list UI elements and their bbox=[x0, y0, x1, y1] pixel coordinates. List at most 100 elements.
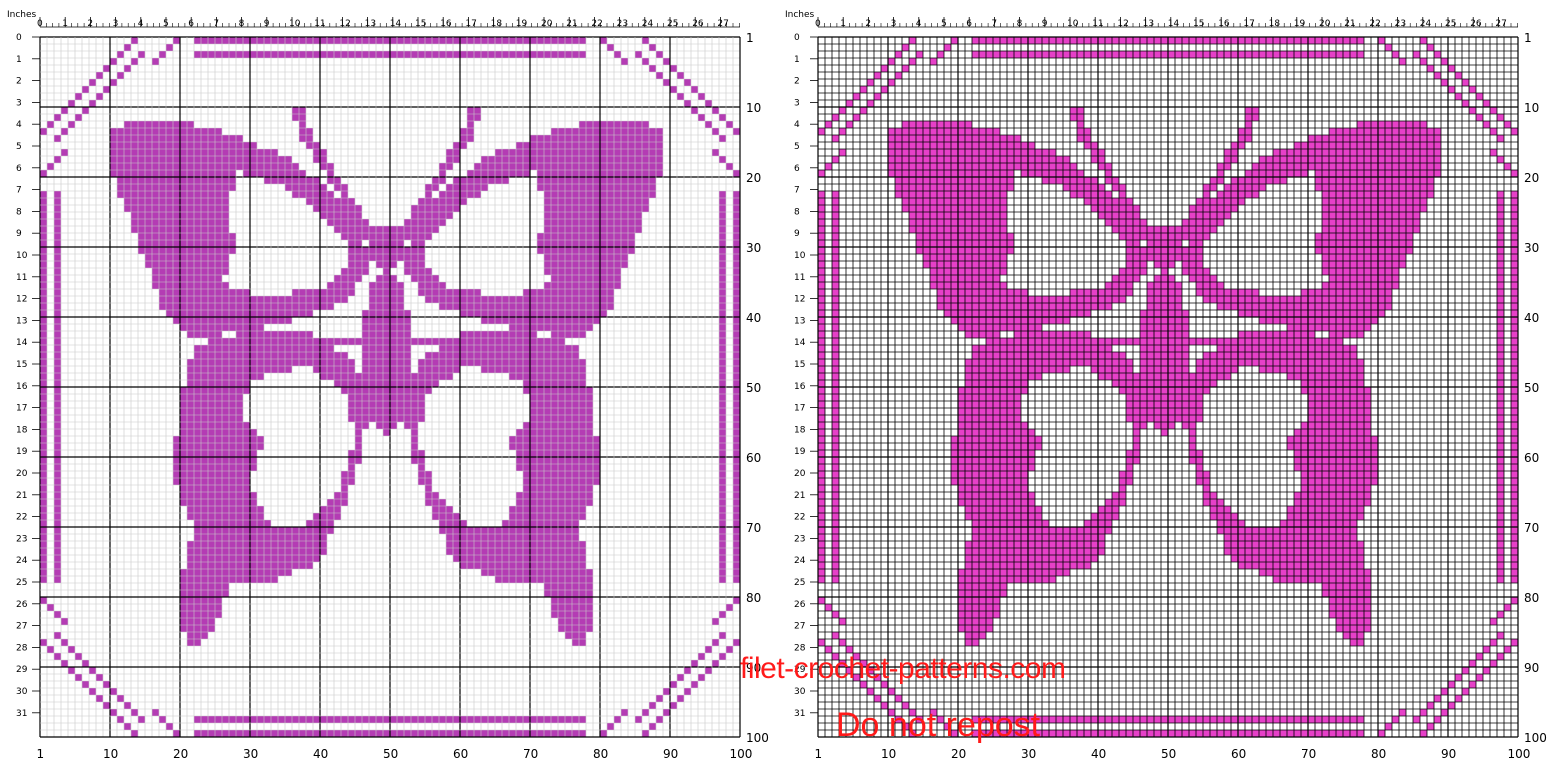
filled-run bbox=[152, 58, 159, 65]
filled-run bbox=[1497, 485, 1504, 492]
row-number: 80 bbox=[1524, 591, 1539, 605]
filled-run bbox=[54, 471, 61, 478]
filled-run bbox=[166, 723, 173, 730]
filled-run bbox=[124, 702, 131, 709]
filled-run bbox=[965, 366, 1070, 373]
filled-run bbox=[362, 310, 411, 317]
filled-run bbox=[825, 121, 832, 128]
filled-run bbox=[1448, 65, 1455, 72]
filled-run bbox=[832, 569, 839, 576]
filled-run bbox=[180, 590, 229, 597]
column-number: 30 bbox=[1021, 747, 1036, 761]
filled-run bbox=[818, 394, 825, 401]
filled-run bbox=[818, 170, 825, 177]
filled-run bbox=[1224, 534, 1357, 541]
filled-run bbox=[881, 702, 888, 709]
column-number: 50 bbox=[1161, 747, 1176, 761]
filled-run bbox=[832, 254, 839, 261]
filled-run bbox=[404, 261, 425, 268]
filled-run bbox=[187, 632, 208, 639]
filled-run bbox=[334, 380, 439, 387]
filled-run bbox=[670, 702, 677, 709]
inch-tick-label: 16 bbox=[1218, 19, 1230, 29]
filled-run bbox=[523, 380, 586, 387]
filled-run bbox=[888, 135, 1021, 142]
row-number: 30 bbox=[1524, 241, 1539, 255]
filled-run bbox=[425, 296, 614, 303]
filled-run bbox=[1490, 107, 1497, 114]
filled-run bbox=[1490, 128, 1497, 135]
filled-run bbox=[818, 499, 825, 506]
column-number: 50 bbox=[383, 747, 398, 761]
filled-run bbox=[719, 114, 726, 121]
filled-run bbox=[530, 401, 593, 408]
grid-lines bbox=[817, 36, 1519, 738]
row-inch-labels: 0123456789101112131415161718192021222324… bbox=[16, 33, 40, 719]
filled-run bbox=[818, 212, 825, 219]
filled-run bbox=[937, 303, 1112, 310]
filled-run bbox=[40, 373, 47, 380]
filled-run bbox=[712, 128, 719, 135]
filled-run bbox=[853, 93, 860, 100]
filled-run bbox=[1497, 345, 1504, 352]
filled-run bbox=[712, 660, 719, 667]
filled-run bbox=[839, 639, 846, 646]
filled-run bbox=[516, 429, 593, 436]
filled-run bbox=[832, 114, 839, 121]
filled-run bbox=[818, 254, 825, 261]
filled-run bbox=[306, 198, 355, 205]
filled-run bbox=[719, 303, 726, 310]
filled-run bbox=[1497, 464, 1504, 471]
filled-run bbox=[705, 100, 712, 107]
filled-run bbox=[818, 268, 825, 275]
filled-run bbox=[1427, 65, 1434, 72]
filled-run bbox=[1441, 709, 1448, 716]
filled-run bbox=[719, 352, 726, 359]
row-number: 60 bbox=[746, 451, 761, 465]
inch-tick-label: 23 bbox=[1395, 19, 1406, 29]
filled-run bbox=[733, 506, 740, 513]
filled-run bbox=[684, 79, 691, 86]
filled-run bbox=[1497, 310, 1504, 317]
filled-run bbox=[1196, 464, 1203, 471]
filled-run bbox=[40, 457, 47, 464]
filled-run bbox=[117, 51, 124, 58]
filled-run bbox=[54, 212, 61, 219]
filled-run bbox=[733, 205, 740, 212]
filled-run bbox=[54, 275, 61, 282]
filled-run bbox=[719, 198, 726, 205]
filled-run bbox=[96, 674, 103, 681]
filled-run bbox=[1511, 513, 1518, 520]
row-inch-label: 17 bbox=[16, 404, 27, 414]
column-number: 70 bbox=[523, 747, 538, 761]
filled-run bbox=[733, 534, 740, 541]
filled-run bbox=[1497, 401, 1504, 408]
filled-run bbox=[839, 660, 846, 667]
filled-run bbox=[1511, 534, 1518, 541]
filled-run bbox=[719, 380, 726, 387]
filled-run bbox=[719, 450, 726, 457]
filled-run bbox=[1511, 457, 1518, 464]
filled-run bbox=[733, 478, 740, 485]
filled-run bbox=[68, 100, 75, 107]
filled-run bbox=[846, 100, 853, 107]
filled-run bbox=[719, 576, 726, 583]
filled-run bbox=[818, 464, 825, 471]
inch-tick-label: 12 bbox=[1117, 19, 1128, 29]
filled-run bbox=[103, 702, 110, 709]
filled-run bbox=[937, 296, 1126, 303]
filled-run bbox=[719, 513, 726, 520]
filled-run bbox=[369, 289, 404, 296]
filled-run bbox=[663, 688, 670, 695]
filled-run bbox=[1511, 436, 1518, 443]
filled-run bbox=[1147, 282, 1182, 289]
inch-tick-label: 3 bbox=[891, 19, 897, 29]
filled-run bbox=[40, 198, 47, 205]
filled-run bbox=[1490, 149, 1497, 156]
filled-run bbox=[96, 93, 103, 100]
filled-run bbox=[1511, 597, 1518, 604]
filled-run bbox=[54, 387, 61, 394]
filled-run bbox=[54, 310, 61, 317]
filled-run bbox=[54, 205, 61, 212]
filled-run bbox=[1511, 527, 1518, 534]
